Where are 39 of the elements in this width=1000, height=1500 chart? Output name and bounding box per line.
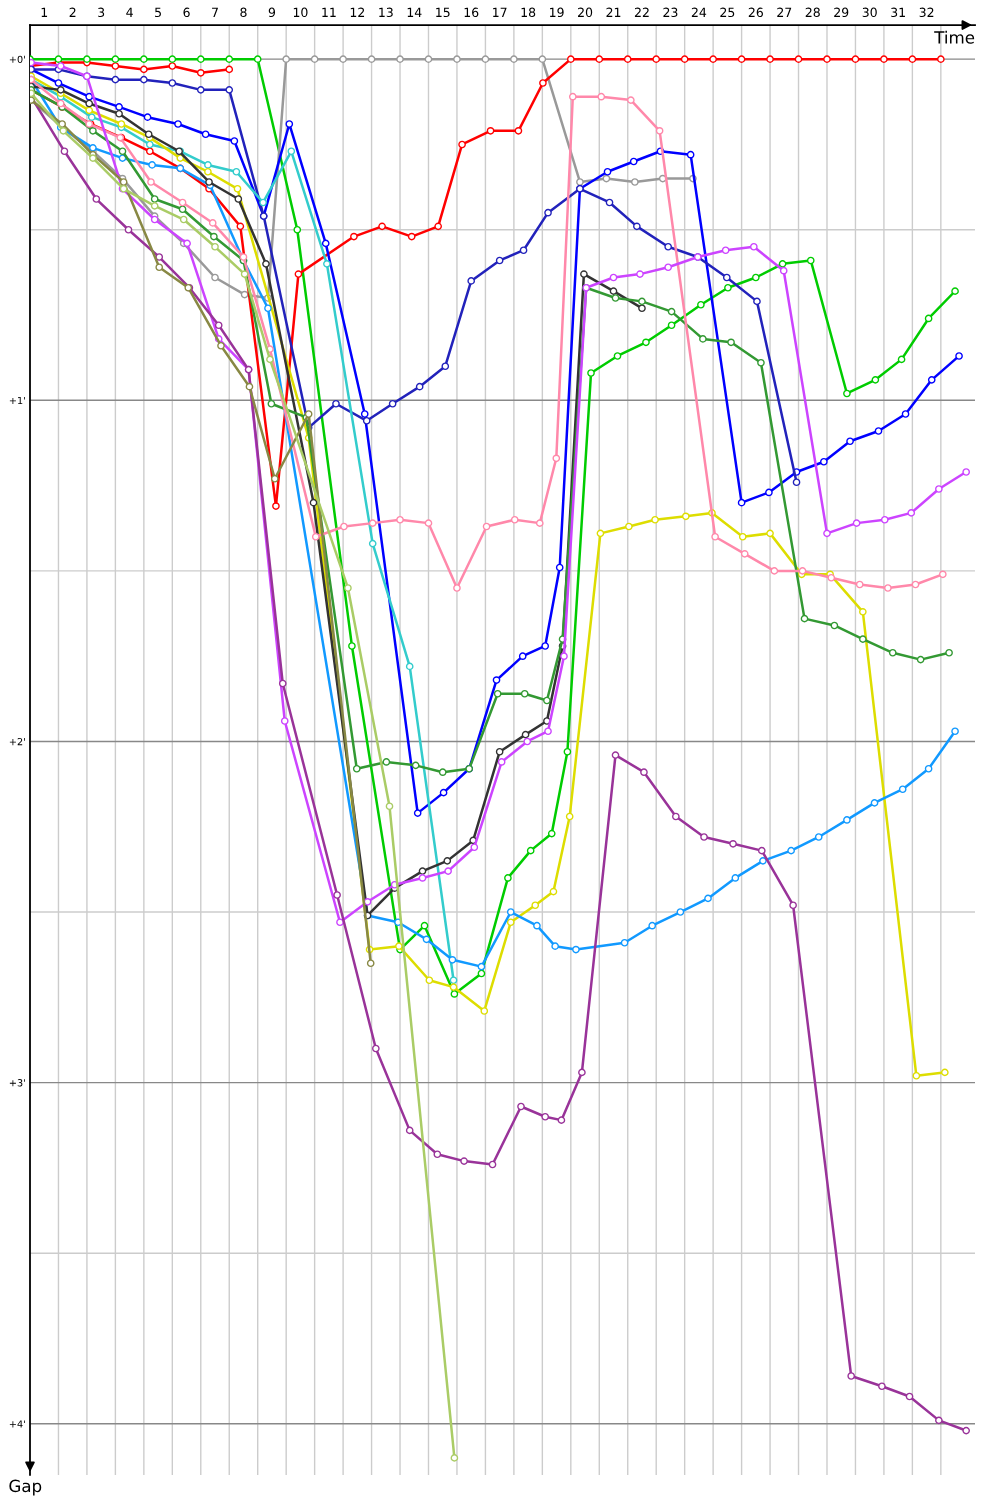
x-tick-label: 3 [98, 7, 105, 18]
x-tick-label: 26 [748, 7, 763, 18]
y-axis-title: Gap [9, 1479, 42, 1496]
y-tick-label: +2' [9, 737, 25, 746]
x-tick-label: 8 [240, 7, 247, 18]
y-tick-label: +1' [9, 396, 25, 405]
x-tick-label: 22 [634, 7, 649, 17]
x-tick-label: 10 [293, 7, 308, 18]
x-tick-label: 14 [407, 7, 422, 17]
x-tick-label: 4 [126, 7, 133, 17]
x-tick-label: 31 [891, 7, 905, 18]
x-tick-label: 9 [268, 7, 276, 18]
x-tick-label: 15 [436, 7, 450, 18]
x-tick-label: 24 [691, 7, 707, 17]
x-tick-label: 12 [350, 7, 365, 17]
x-tick-label: 1 [41, 7, 48, 17]
x-tick-label: 11 [322, 7, 336, 17]
x-tick-label: 5 [155, 7, 161, 18]
y-tick-label: +0' [9, 55, 25, 63]
x-tick-label: 32 [919, 7, 934, 18]
x-axis-title: Time [934, 30, 975, 44]
x-tick-label: 25 [720, 7, 735, 18]
x-tick-label: 29 [834, 7, 849, 18]
x-tick-label: 20 [578, 7, 593, 18]
x-tick-label: 13 [379, 7, 393, 18]
x-tick-label: 23 [663, 7, 678, 18]
x-tick-label: 30 [862, 7, 877, 18]
x-tick-label: 7 [212, 7, 218, 17]
y-tick-label: +4' [9, 1420, 25, 1428]
x-tick-label: 28 [805, 7, 820, 18]
y-tick-label: +3' [9, 1079, 25, 1087]
x-tick-label: 27 [777, 7, 792, 17]
x-tick-label: 21 [606, 7, 621, 17]
x-tick-label: 19 [550, 7, 564, 18]
x-tick-label: 17 [493, 7, 507, 17]
x-tick-label: 6 [183, 7, 190, 18]
x-tick-label: 18 [521, 7, 536, 18]
x-tick-label: 16 [464, 7, 479, 18]
x-tick-label: 2 [69, 7, 76, 17]
